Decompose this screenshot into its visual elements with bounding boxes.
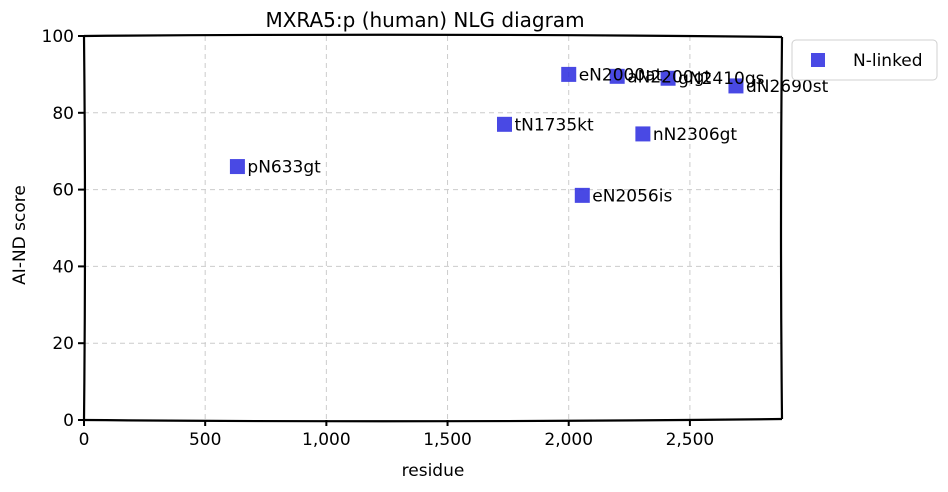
point-label: dN2690st xyxy=(746,77,829,97)
data-point xyxy=(229,159,245,175)
y-tick-label: 40 xyxy=(52,257,74,277)
legend: N-linked xyxy=(791,39,938,81)
x-tick-label: 0 xyxy=(79,430,90,450)
point-label: pN633gt xyxy=(247,158,321,178)
legend-label-n-linked: N-linked xyxy=(853,51,923,71)
data-point xyxy=(561,66,577,82)
data-points xyxy=(229,66,744,203)
axis-left xyxy=(82,35,87,421)
data-point xyxy=(728,78,744,94)
x-axis-label: residue xyxy=(402,461,465,481)
axis-bottom xyxy=(83,417,783,423)
data-point xyxy=(635,126,651,142)
grid-lines xyxy=(84,36,782,420)
data-point xyxy=(496,116,512,132)
y-tick-label: 80 xyxy=(52,104,74,124)
chart-title: MXRA5:p (human) NLG diagram xyxy=(265,8,584,32)
legend-marker-n-linked xyxy=(811,53,825,67)
point-labels: pN633gt tN1735kt eN2000at eN2056is aN2200gt n… xyxy=(247,65,828,206)
plot-frame xyxy=(82,33,784,423)
legend-box xyxy=(791,39,938,81)
data-point xyxy=(660,70,676,86)
y-tick-label: 0 xyxy=(63,411,74,431)
x-tick-label: 1,000 xyxy=(302,430,351,450)
axis-top xyxy=(83,33,783,39)
point-label: tN1735kt xyxy=(514,115,593,135)
x-tick-label: 2,500 xyxy=(666,430,715,450)
point-label: gN2410gs xyxy=(678,69,765,89)
x-tick-label: 500 xyxy=(189,430,221,450)
axis-right xyxy=(779,36,784,420)
y-tick-label: 100 xyxy=(42,27,74,47)
point-label: eN2000at xyxy=(579,65,663,85)
x-tick-label: 1,500 xyxy=(423,430,472,450)
x-tick-label: 2,000 xyxy=(544,430,593,450)
point-label: nN2306gt xyxy=(653,125,738,145)
axis-ticks: 0 500 1,000 1,500 2,000 2,500 0 20 40 60 80 100 xyxy=(42,27,715,450)
data-point xyxy=(609,68,625,84)
data-point xyxy=(574,187,590,203)
point-label: aN2200gt xyxy=(627,67,711,87)
y-axis-label: AI-ND score xyxy=(10,185,30,285)
y-tick-label: 60 xyxy=(52,181,74,201)
point-label: eN2056is xyxy=(592,186,672,206)
y-tick-label: 20 xyxy=(52,334,74,354)
